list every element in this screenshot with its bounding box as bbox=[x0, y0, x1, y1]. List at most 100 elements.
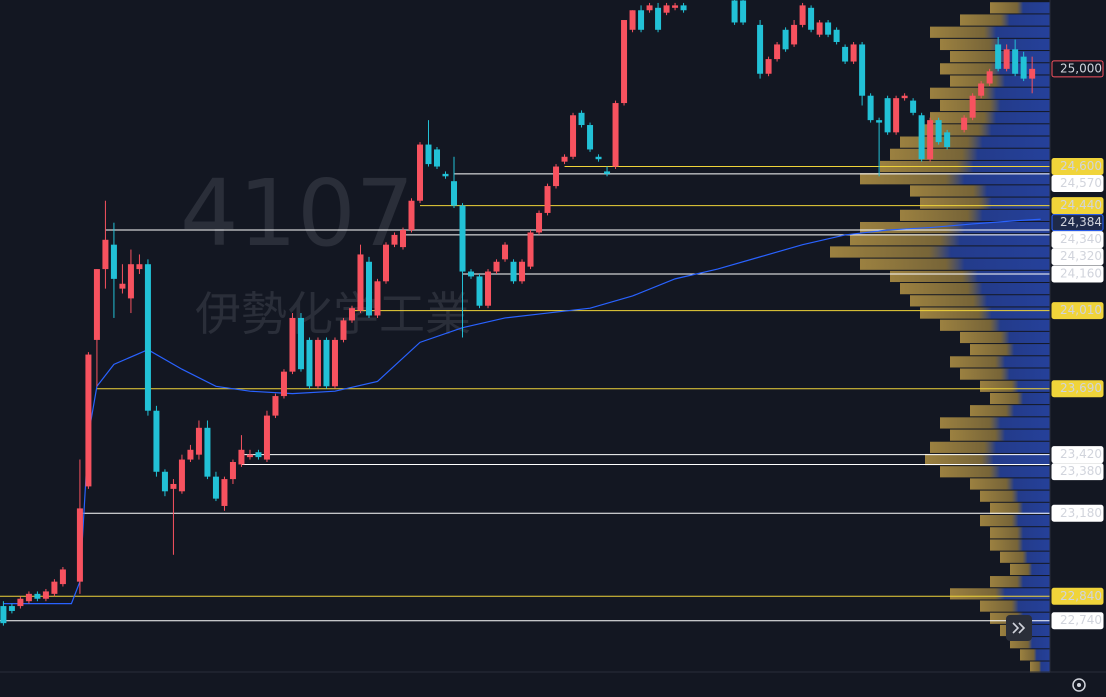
price-tag: 22,740 bbox=[1060, 613, 1102, 627]
settings-button[interactable] bbox=[1072, 678, 1086, 692]
candle-body bbox=[825, 22, 832, 35]
volume-profile-bar bbox=[980, 380, 1050, 392]
candle-body bbox=[833, 29, 840, 42]
candle-body bbox=[331, 339, 338, 387]
candle-body bbox=[655, 7, 662, 30]
candle-body bbox=[816, 22, 823, 35]
volume-profile-bar bbox=[950, 429, 1050, 441]
candle-body bbox=[102, 239, 109, 270]
candle-body bbox=[544, 186, 551, 213]
candle-body bbox=[170, 483, 177, 489]
candle-body bbox=[153, 410, 160, 472]
candle-body bbox=[663, 5, 670, 13]
candle-body bbox=[434, 149, 441, 167]
volume-profile-bar bbox=[900, 283, 1050, 295]
candle-body bbox=[93, 269, 100, 340]
candle-body bbox=[927, 120, 934, 160]
candle-body bbox=[59, 569, 66, 585]
candle-body bbox=[110, 244, 117, 279]
candle-body bbox=[1029, 68, 1036, 79]
candle-body bbox=[935, 120, 942, 143]
price-tag-bg bbox=[1051, 587, 1104, 605]
volume-profile-bar bbox=[950, 588, 1050, 600]
candle-body bbox=[297, 317, 304, 370]
price-tag: 24,160 bbox=[1060, 266, 1102, 280]
candle-body bbox=[969, 95, 976, 118]
candle-body bbox=[612, 103, 619, 167]
volume-profile-bar bbox=[980, 515, 1050, 527]
volume-profile-bar bbox=[940, 417, 1050, 429]
candle-body bbox=[229, 462, 236, 480]
candle-body bbox=[867, 95, 874, 121]
price-tag: 24,440 bbox=[1060, 198, 1102, 212]
candle-body bbox=[348, 308, 355, 321]
candle-body bbox=[978, 83, 985, 96]
volume-profile-bar bbox=[920, 307, 1050, 319]
candle-body bbox=[621, 20, 628, 104]
candle-body bbox=[578, 112, 585, 126]
candle-body bbox=[876, 120, 883, 123]
candle-body bbox=[808, 7, 815, 30]
candle-body bbox=[519, 261, 526, 282]
candle-body bbox=[1012, 49, 1019, 74]
candle-body bbox=[178, 459, 185, 492]
volume-profile-bar bbox=[950, 356, 1050, 368]
settings-icon[interactable] bbox=[1072, 678, 1086, 692]
watermark-code: 4107 bbox=[180, 160, 414, 267]
candle-body bbox=[459, 205, 466, 272]
volume-profile-bar bbox=[860, 173, 1050, 185]
volume-profile-bar bbox=[950, 75, 1050, 87]
volume-profile-bar bbox=[970, 405, 1050, 417]
volume-profile-bar bbox=[960, 14, 1050, 26]
candle-body bbox=[782, 29, 789, 50]
candle-body bbox=[51, 581, 58, 594]
volume-profile-bar bbox=[860, 258, 1050, 270]
volume-profile-bar bbox=[930, 87, 1050, 99]
candle-body bbox=[451, 181, 458, 206]
volume-profile-bar bbox=[940, 63, 1050, 75]
candle-body bbox=[493, 261, 500, 272]
price-tag-bg bbox=[1051, 463, 1104, 481]
price-tag-bg bbox=[1051, 504, 1104, 522]
candle-body bbox=[195, 427, 202, 455]
candle-body bbox=[399, 230, 406, 248]
price-tag-bg bbox=[1051, 214, 1104, 232]
price-tag: 24,340 bbox=[1060, 232, 1102, 246]
volume-profile-bar bbox=[990, 392, 1050, 405]
volume-profile-bar bbox=[900, 136, 1050, 148]
price-tag: 24,320 bbox=[1060, 249, 1102, 263]
volume-profile-bar bbox=[890, 148, 1050, 160]
candle-body bbox=[280, 371, 287, 397]
candle-body bbox=[25, 593, 32, 602]
volume-profile-bar bbox=[940, 466, 1050, 478]
candle-body bbox=[859, 44, 866, 96]
candle-body bbox=[340, 320, 347, 340]
price-tag-bg bbox=[1051, 60, 1104, 78]
candle-body bbox=[502, 244, 509, 260]
price-tag-bg bbox=[1051, 248, 1104, 266]
candle-body bbox=[757, 24, 764, 74]
candle-body bbox=[314, 339, 321, 387]
price-tag-bg bbox=[1051, 265, 1104, 283]
candle-body bbox=[850, 44, 857, 62]
candle-body bbox=[272, 396, 279, 416]
candle-body bbox=[76, 508, 83, 582]
volume-profile-bar bbox=[1020, 649, 1050, 661]
volume-profile-bar bbox=[830, 246, 1050, 258]
volume-profile-bar bbox=[910, 185, 1050, 197]
candle-body bbox=[204, 427, 211, 477]
scroll-button[interactable] bbox=[1006, 615, 1032, 641]
volume-profile-bar bbox=[1010, 563, 1050, 576]
candle-body bbox=[34, 593, 41, 599]
candle-body bbox=[553, 166, 560, 187]
candle-body bbox=[986, 71, 993, 84]
price-tag-bg bbox=[1051, 197, 1104, 215]
volume-profile-bar bbox=[925, 453, 1050, 466]
candle-body bbox=[944, 132, 951, 147]
candle-body bbox=[17, 598, 24, 607]
candle-body bbox=[8, 606, 15, 611]
volume-profile-bar bbox=[900, 209, 1050, 221]
volume-profile-bar bbox=[970, 344, 1050, 356]
candle-body bbox=[561, 156, 568, 162]
